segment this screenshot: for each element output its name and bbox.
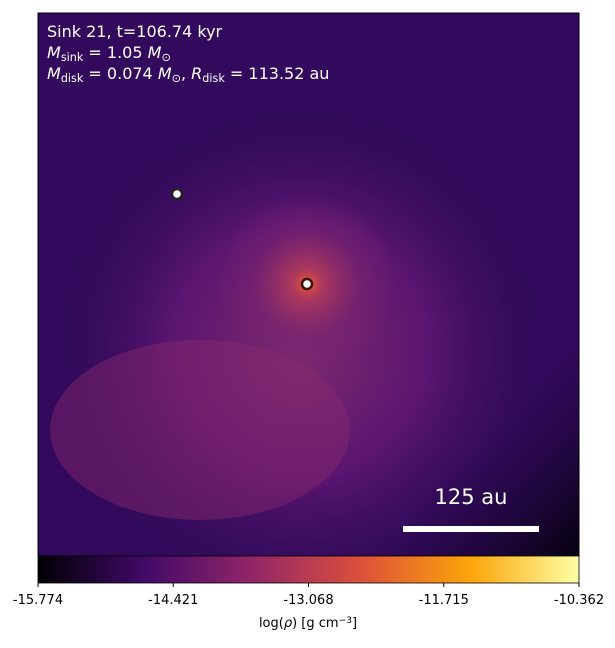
colorbar-ticks: -15.774 -14.421 -13.068 -11.715 -10.362 bbox=[13, 583, 604, 608]
text-piece: ⊙ bbox=[161, 51, 170, 64]
scale-bar-label: 125 au bbox=[435, 485, 508, 509]
text-piece: ρ bbox=[284, 616, 293, 631]
annotation-line: Mdisk = 0.074 M⊙, Rdisk = 113.52 au bbox=[47, 64, 329, 85]
text-piece: ) [g cm bbox=[292, 616, 338, 631]
text-piece: = 113.52 au bbox=[225, 64, 330, 83]
sink-marker bbox=[170, 187, 184, 201]
scale-bar bbox=[403, 526, 539, 532]
text-piece: Sink 21, t=106.74 kyr bbox=[47, 22, 223, 41]
text-piece: disk bbox=[202, 72, 225, 85]
sink-marker bbox=[300, 277, 314, 291]
text-piece: = 0.074 bbox=[83, 64, 157, 83]
annotation-line: Msink = 1.05 M⊙ bbox=[47, 43, 171, 64]
text-piece: , bbox=[181, 64, 191, 83]
text-piece: ⊙ bbox=[172, 72, 181, 85]
text-piece: −3 bbox=[339, 616, 353, 626]
annotation-line: Sink 21, t=106.74 kyr bbox=[47, 22, 223, 41]
colorbar-label: log(ρ) [g cm−3] bbox=[259, 616, 357, 631]
colorbar-tick-label: -15.774 bbox=[13, 593, 63, 608]
colorbar bbox=[37, 555, 580, 584]
text-piece: R bbox=[191, 64, 202, 83]
text-piece: disk bbox=[61, 72, 84, 85]
text-piece: sink bbox=[61, 51, 84, 64]
text-piece: = 1.05 bbox=[83, 43, 147, 62]
colorbar-tick-label: -14.421 bbox=[148, 593, 198, 608]
text-piece: M bbox=[47, 43, 61, 62]
colorbar-tick-label: -13.068 bbox=[283, 593, 333, 608]
colorbar-tick-label: -11.715 bbox=[419, 593, 469, 608]
text-piece: M bbox=[148, 43, 162, 62]
colorbar-tick-label: -10.362 bbox=[554, 593, 604, 608]
text-piece: M bbox=[47, 64, 61, 83]
text-piece: M bbox=[158, 64, 172, 83]
text-piece: ] bbox=[352, 616, 357, 631]
text-piece: log( bbox=[259, 616, 284, 631]
